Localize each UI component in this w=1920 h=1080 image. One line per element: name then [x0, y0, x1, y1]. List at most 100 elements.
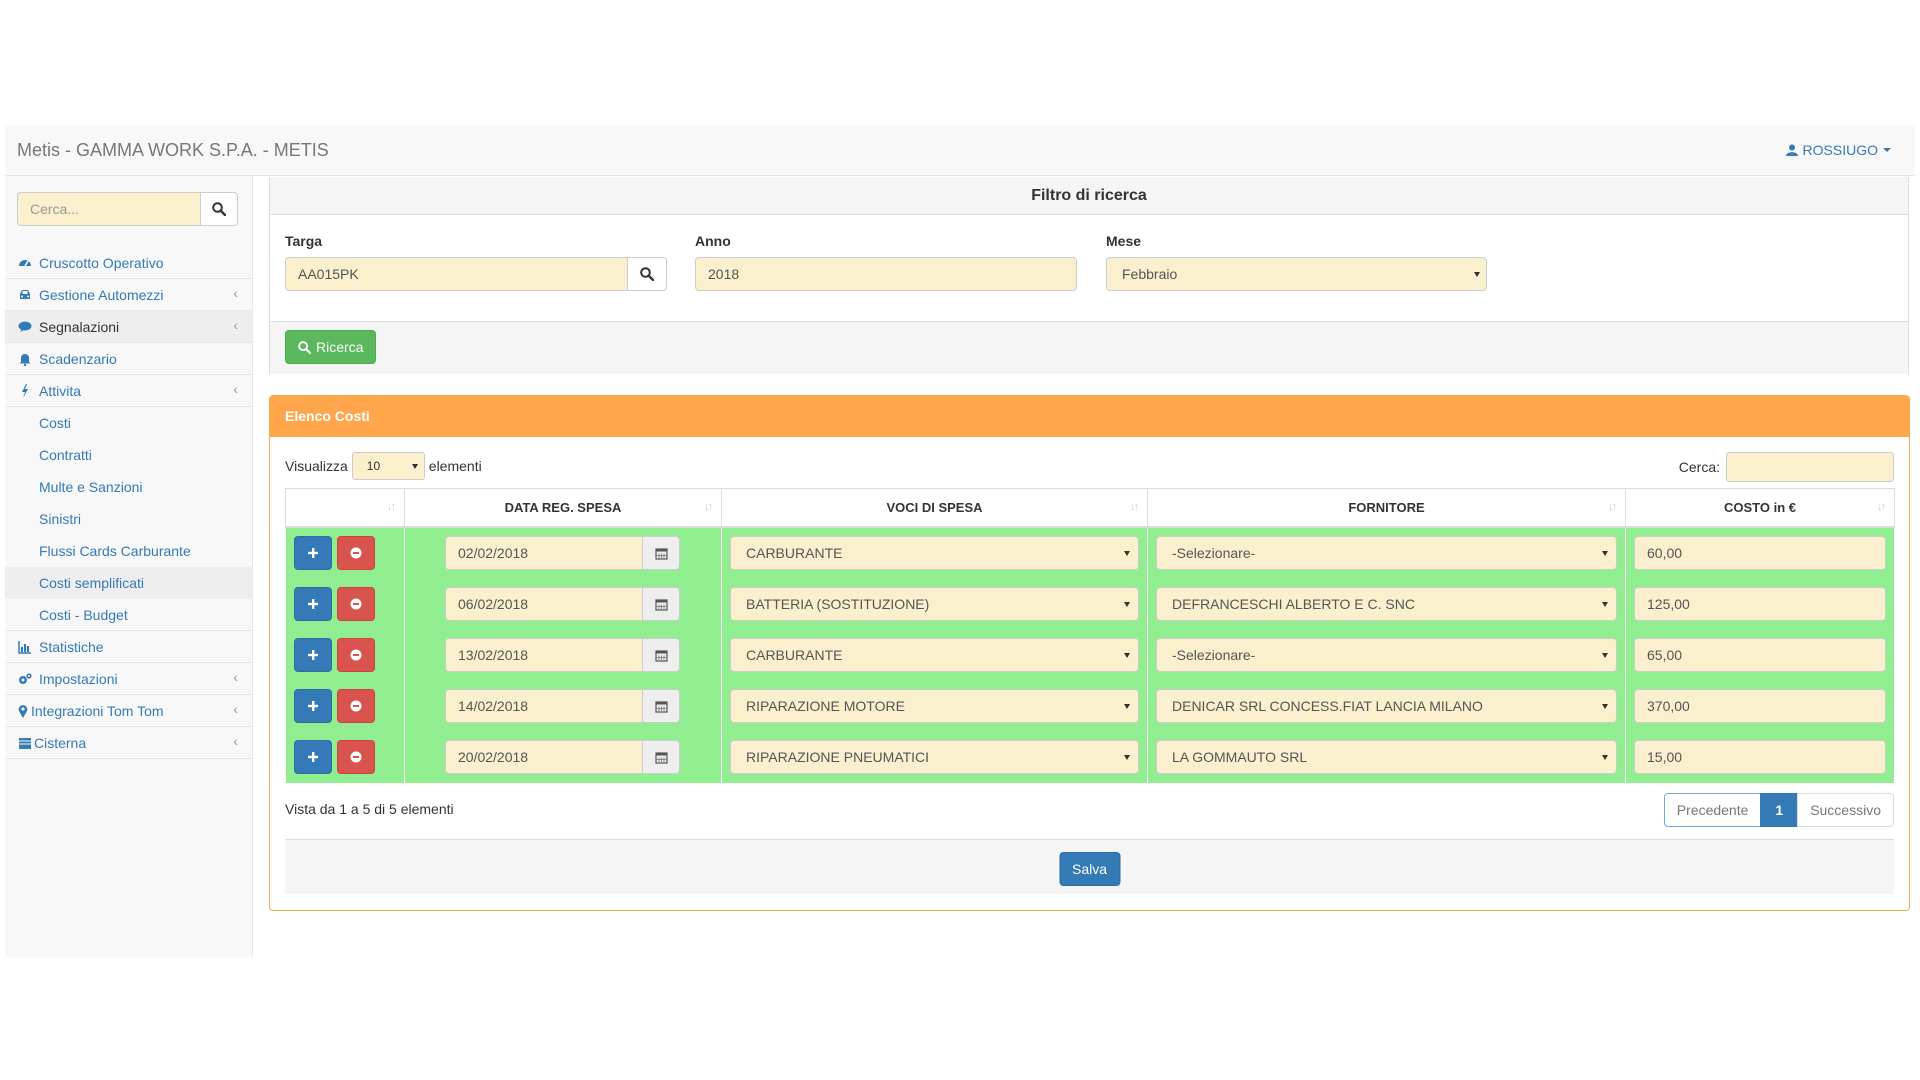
- sidebar-item-statistiche[interactable]: Statistiche: [5, 631, 252, 663]
- costs-panel-footer: Salva: [285, 839, 1894, 894]
- table-body: 02/02/2018 CARBURANTE -Selezionare- 60,00 06…: [285, 527, 1895, 783]
- sidebar-item-gestione-automezzi[interactable]: Gestione Automezzi ‹: [5, 279, 252, 311]
- show-label: Visualizza: [285, 458, 348, 474]
- dropdown-arrow-icon: [1602, 704, 1608, 709]
- sidebar-subitem-flussi-cards[interactable]: Flussi Cards Carburante: [5, 535, 252, 567]
- voce-select[interactable]: CARBURANTE: [730, 536, 1139, 570]
- pagination-page-1[interactable]: 1: [1760, 793, 1799, 827]
- user-menu[interactable]: ROSSIUGO: [1785, 142, 1891, 158]
- page-length-select[interactable]: 10: [351, 452, 425, 480]
- targa-search-button[interactable]: [627, 257, 667, 291]
- costo-input[interactable]: 60,00: [1634, 536, 1886, 570]
- costo-input[interactable]: 125,00: [1634, 587, 1886, 621]
- filter-panel-title: Filtro di ricerca: [270, 177, 1908, 215]
- sidebar-item-attivita[interactable]: Attivita ‹: [5, 375, 252, 407]
- sidebar-subitem-contratti[interactable]: Contratti: [5, 439, 252, 471]
- date-input[interactable]: 06/02/2018: [445, 587, 642, 621]
- sidebar-item-label: Cruscotto Operativo: [39, 255, 164, 271]
- ricerca-button[interactable]: Ricerca: [285, 330, 377, 364]
- sidebar-item-scadenzario[interactable]: Scadenzario: [5, 343, 252, 375]
- date-input[interactable]: 14/02/2018: [445, 689, 642, 723]
- costo-input[interactable]: 15,00: [1634, 740, 1886, 774]
- fornitore-value: DEFRANCESCHI ALBERTO E C. SNC: [1172, 596, 1415, 612]
- sidebar-subitem-costi-semplificati[interactable]: Costi semplificati: [5, 567, 252, 599]
- sidebar-menu: Cruscotto Operativo Gestione Automezzi ‹…: [5, 247, 252, 759]
- targa-input[interactable]: AA015PK: [285, 257, 628, 291]
- fornitore-select[interactable]: -Selezionare-: [1156, 638, 1617, 672]
- row-actions-cell: [285, 527, 405, 579]
- remove-row-button[interactable]: [337, 536, 375, 570]
- date-input[interactable]: 13/02/2018: [445, 638, 642, 672]
- row-fornitore-cell: -Selezionare-: [1147, 527, 1626, 579]
- table-search-input[interactable]: [1726, 452, 1894, 482]
- column-header-fornitore[interactable]: FORNITORE ↓↑: [1147, 488, 1626, 528]
- sidebar-search-input[interactable]: [17, 192, 200, 226]
- sidebar-item-impostazioni[interactable]: Impostazioni ‹: [5, 663, 252, 695]
- anno-input[interactable]: 2018: [695, 257, 1077, 291]
- date-input[interactable]: 02/02/2018: [445, 536, 642, 570]
- date-input[interactable]: 20/02/2018: [445, 740, 642, 774]
- column-header-costo[interactable]: COSTO in € ↓↑: [1625, 488, 1895, 528]
- table-row: 14/02/2018 RIPARAZIONE MOTORE DENICAR SRL …: [285, 681, 1895, 732]
- add-row-button[interactable]: [294, 638, 332, 672]
- voce-select[interactable]: RIPARAZIONE PNEUMATICI: [730, 740, 1139, 774]
- remove-row-button[interactable]: [337, 740, 375, 774]
- date-picker-button[interactable]: [642, 587, 680, 621]
- search-icon: [298, 340, 311, 354]
- sidebar-subitem-multe-sanzioni[interactable]: Multe e Sanzioni: [5, 471, 252, 503]
- minus-circle-icon: [350, 598, 362, 610]
- add-row-button[interactable]: [294, 587, 332, 621]
- sidebar-item-tomtom[interactable]: Integrazioni Tom Tom ‹: [5, 695, 252, 727]
- fornitore-select[interactable]: DEFRANCESCHI ALBERTO E C. SNC: [1156, 587, 1617, 621]
- sort-icon: ↓↑: [387, 501, 396, 513]
- pagination-prev[interactable]: Precedente: [1663, 793, 1762, 827]
- sidebar-subitem-costi-budget[interactable]: Costi - Budget: [5, 599, 252, 631]
- row-date-cell: 13/02/2018: [404, 630, 722, 681]
- add-row-button[interactable]: [294, 536, 332, 570]
- costs-panel-title: Elenco Costi: [270, 396, 1909, 437]
- add-row-button[interactable]: [294, 689, 332, 723]
- sort-icon: ↓↑: [1130, 501, 1139, 513]
- sidebar-subitem-sinistri[interactable]: Sinistri: [5, 503, 252, 535]
- user-icon: [1785, 144, 1798, 156]
- mese-select[interactable]: Febbraio: [1106, 257, 1487, 291]
- bell-icon: [19, 354, 31, 366]
- voce-select[interactable]: CARBURANTE: [730, 638, 1139, 672]
- voce-select[interactable]: RIPARAZIONE MOTORE: [730, 689, 1139, 723]
- sidebar-subitem-costi[interactable]: Costi: [5, 407, 252, 439]
- minus-circle-icon: [350, 649, 362, 661]
- sidebar-item-cisterna[interactable]: Cisterna ‹: [5, 727, 252, 759]
- sidebar-item-label: Costi semplificati: [39, 575, 145, 591]
- costo-input[interactable]: 65,00: [1634, 638, 1886, 672]
- date-picker-button[interactable]: [642, 740, 680, 774]
- add-row-button[interactable]: [294, 740, 332, 774]
- sidebar-search-button[interactable]: [200, 192, 238, 226]
- date-picker-button[interactable]: [642, 638, 680, 672]
- column-header-actions[interactable]: ↓↑: [285, 488, 405, 528]
- column-header-voci[interactable]: VOCI DI SPESA ↓↑: [721, 488, 1148, 528]
- fornitore-select[interactable]: -Selezionare-: [1156, 536, 1617, 570]
- fornitore-select[interactable]: DENICAR SRL CONCESS.FIAT LANCIA MILANO: [1156, 689, 1617, 723]
- table-header-row: ↓↑ DATA REG. SPESA ↓↑ VOCI DI SPESA ↓↑ FOR…: [285, 488, 1895, 528]
- date-picker-button[interactable]: [642, 689, 680, 723]
- salva-button[interactable]: Salva: [1059, 852, 1120, 886]
- date-picker-button[interactable]: [642, 536, 680, 570]
- column-header-data[interactable]: DATA REG. SPESA ↓↑: [404, 488, 722, 528]
- fornitore-value: -Selezionare-: [1172, 545, 1256, 561]
- app-title[interactable]: Metis - GAMMA WORK S.P.A. - METIS: [17, 140, 329, 160]
- remove-row-button[interactable]: [337, 587, 375, 621]
- pagination-next[interactable]: Successivo: [1797, 793, 1894, 827]
- dropdown-arrow-icon: [1602, 602, 1608, 607]
- remove-row-button[interactable]: [337, 689, 375, 723]
- row-date-cell: 20/02/2018: [404, 732, 722, 783]
- remove-row-button[interactable]: [337, 638, 375, 672]
- sidebar-item-cruscotto[interactable]: Cruscotto Operativo: [5, 247, 252, 279]
- sidebar-search: [17, 192, 238, 226]
- dropdown-arrow-icon: [1474, 272, 1480, 277]
- plus-icon: [308, 701, 318, 711]
- costo-input[interactable]: 370,00: [1634, 689, 1886, 723]
- sidebar-item-segnalazioni[interactable]: Segnalazioni ‹: [5, 311, 252, 343]
- fornitore-select[interactable]: LA GOMMAUTO SRL: [1156, 740, 1617, 774]
- row-voce-cell: CARBURANTE: [721, 630, 1148, 681]
- voce-select[interactable]: BATTERIA (SOSTITUZIONE): [730, 587, 1139, 621]
